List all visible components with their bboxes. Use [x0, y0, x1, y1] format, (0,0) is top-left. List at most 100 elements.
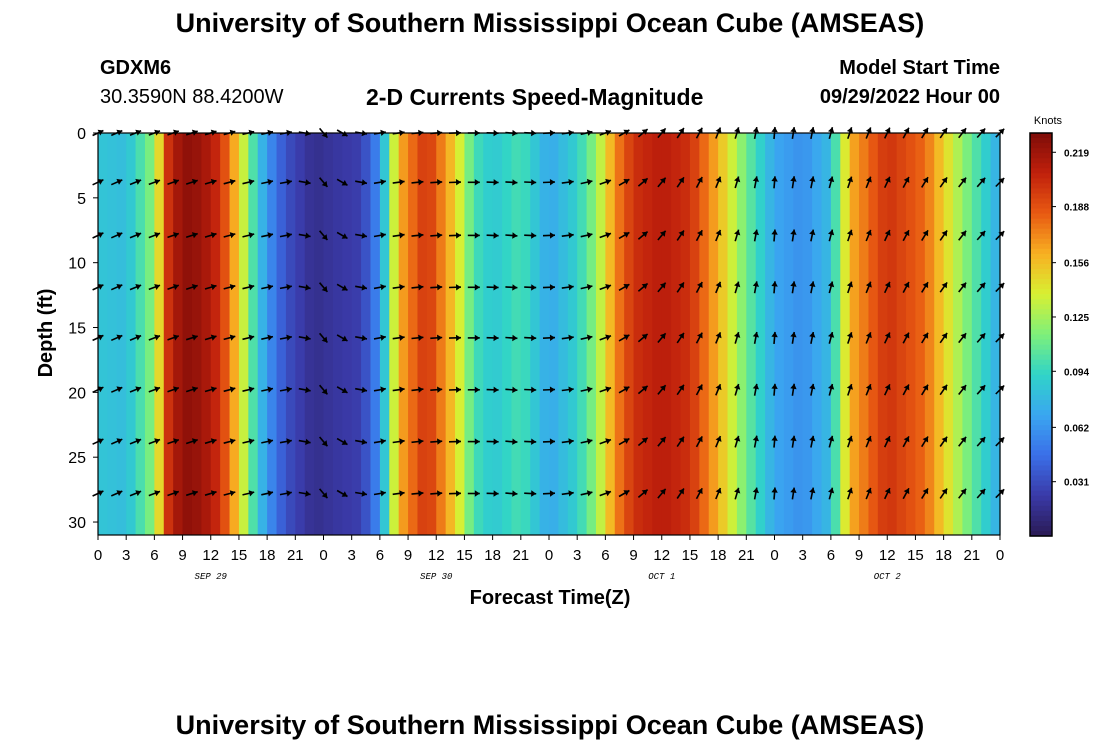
current-arrow-head	[903, 230, 910, 237]
station-coordinates: 30.3590N 88.4200W	[100, 86, 284, 108]
current-arrow-head	[116, 284, 123, 290]
current-arrow-head	[380, 386, 386, 393]
current-arrow-head	[531, 386, 537, 393]
colorbar-segment	[1030, 344, 1052, 351]
current-arrow-head	[828, 281, 835, 288]
current-arrow-head	[697, 384, 703, 391]
current-arrow-head	[734, 281, 741, 288]
current-arrow-head	[790, 383, 797, 390]
current-arrow-head	[418, 334, 424, 341]
current-arrow-head	[474, 386, 480, 393]
current-arrow-head	[286, 490, 292, 497]
current-arrow-head	[512, 334, 518, 342]
x-tick-label: 15	[907, 547, 924, 564]
current-arrow-head	[154, 178, 160, 185]
current-arrow-head	[493, 334, 499, 342]
current-arrow-head	[623, 232, 630, 238]
colorbar-segment	[1030, 143, 1052, 149]
x-tick-label: 3	[799, 547, 807, 564]
colorbar-segment	[1030, 198, 1052, 205]
current-arrow-head	[229, 284, 236, 291]
current-arrow-head	[380, 490, 386, 497]
colorbar-segment	[1030, 480, 1052, 487]
current-arrow-head	[641, 178, 648, 185]
current-arrow-head	[586, 178, 593, 186]
heat-cell	[680, 133, 691, 535]
current-arrow-head	[715, 436, 722, 442]
current-arrow-head	[605, 334, 611, 341]
current-arrow-head	[605, 284, 611, 290]
y-tick-label: 0	[77, 126, 86, 143]
current-arrow-head	[361, 438, 367, 445]
x-tick-label: 18	[710, 547, 727, 564]
current-arrow-head	[922, 282, 929, 289]
current-arrow-head	[399, 232, 405, 239]
current-arrow-head	[715, 488, 722, 494]
colorbar-segment	[1030, 430, 1052, 436]
heat-cell	[896, 133, 907, 535]
heat-cell	[586, 133, 597, 535]
colorbar-tick-label: 0.094	[1064, 367, 1089, 378]
current-arrow-head	[191, 232, 198, 239]
current-arrow-head	[960, 333, 967, 340]
colorbar-segment	[1030, 490, 1052, 497]
current-arrow-head	[790, 435, 797, 442]
current-arrow-head	[979, 282, 986, 289]
heat-cell	[173, 133, 184, 535]
heat-cell	[135, 133, 146, 535]
current-arrow-head	[512, 179, 518, 186]
heat-cell	[238, 133, 249, 535]
current-arrow-head	[922, 127, 929, 134]
colorbar-segment	[1030, 460, 1052, 467]
colorbar-segment	[1030, 289, 1052, 295]
colorbar-segment	[1030, 218, 1052, 225]
x-tick-label: 6	[376, 547, 384, 564]
current-arrow-head	[380, 438, 386, 445]
current-arrow-head	[865, 384, 872, 390]
current-arrow-head	[771, 281, 778, 287]
heat-cell	[549, 133, 559, 535]
current-arrow-head	[659, 333, 666, 340]
colorbar-segment	[1030, 359, 1052, 366]
current-arrow-head	[399, 334, 405, 341]
current-arrow-head	[809, 229, 816, 236]
x-tick-label: 0	[94, 547, 102, 564]
current-arrow-head	[305, 232, 311, 239]
colorbar-segment	[1030, 238, 1052, 245]
colorbar-segment	[1030, 415, 1052, 421]
current-arrow-head	[752, 332, 759, 338]
current-arrow-head	[154, 386, 160, 393]
current-arrow-head	[229, 178, 236, 186]
current-arrow-head	[97, 438, 104, 445]
current-arrow-head	[846, 384, 853, 390]
current-arrow-head	[697, 282, 703, 288]
current-arrow-head	[960, 385, 967, 391]
colorbar-segment	[1030, 309, 1052, 315]
heat-cell	[868, 133, 879, 535]
heat-cell	[116, 133, 127, 535]
heat-cell	[257, 133, 268, 535]
heat-cell	[304, 133, 315, 535]
current-arrow-head	[173, 438, 179, 445]
current-arrow-head	[531, 438, 537, 445]
current-arrow-head	[809, 176, 816, 182]
current-arrow-head	[678, 436, 684, 443]
current-arrow-head	[380, 232, 386, 239]
current-arrow-head	[903, 177, 910, 183]
colorbar-segment	[1030, 193, 1052, 200]
current-arrow-head	[135, 178, 142, 185]
current-arrow-head	[455, 232, 461, 239]
current-arrow-head	[846, 229, 853, 236]
heat-cell	[689, 133, 700, 535]
heat-cell	[877, 133, 888, 535]
current-arrow-head	[116, 386, 123, 393]
current-arrow-head	[248, 232, 255, 239]
colorbar-tick-label: 0.125	[1064, 313, 1089, 324]
current-arrow-head	[659, 385, 666, 392]
current-arrow-head	[399, 490, 405, 497]
x-tick-label: 0	[319, 547, 327, 564]
current-arrow-head	[941, 282, 948, 289]
colorbar-unit: Knots	[1034, 115, 1063, 127]
heat-cell	[201, 133, 212, 535]
